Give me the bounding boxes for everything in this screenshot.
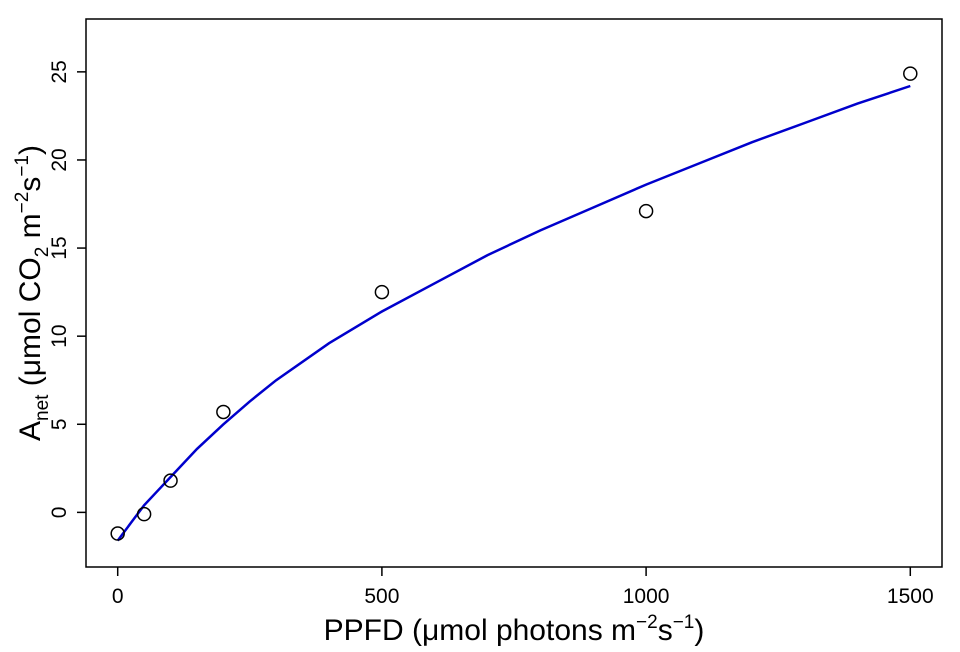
y-tick-label: 5 (48, 418, 71, 430)
fitted-curve-layer (116, 84, 911, 542)
y-axis: 0 5 10 15 20 25 (48, 60, 86, 518)
y-tick-label: 25 (48, 60, 71, 83)
y-tick-label: 10 (48, 324, 71, 347)
x-tick-label: 0 (112, 585, 124, 608)
data-point (374, 284, 390, 300)
x-tick-label: 1500 (887, 585, 934, 608)
plot-frame (85, 18, 943, 568)
data-point (216, 404, 231, 420)
y-tick-label: 0 (48, 507, 71, 519)
data-point (136, 506, 152, 522)
x-axis-title: PPFD (μmol photons m−2s−1) (324, 612, 705, 647)
data-point (163, 473, 178, 488)
x-axis: 0 500 1000 1500 (112, 567, 934, 608)
y-tick-label: 20 (48, 148, 71, 171)
fitted-curve-line (116, 84, 911, 542)
data-point (110, 526, 125, 541)
y-axis-title: Anet (μmol CO2 m−2s−1) (12, 145, 53, 441)
data-point (638, 203, 654, 219)
data-point (903, 66, 918, 81)
x-tick-label: 500 (364, 585, 399, 608)
data-points-layer (110, 66, 918, 541)
x-tick-label: 1000 (623, 585, 670, 608)
y-tick-label: 15 (48, 236, 71, 259)
